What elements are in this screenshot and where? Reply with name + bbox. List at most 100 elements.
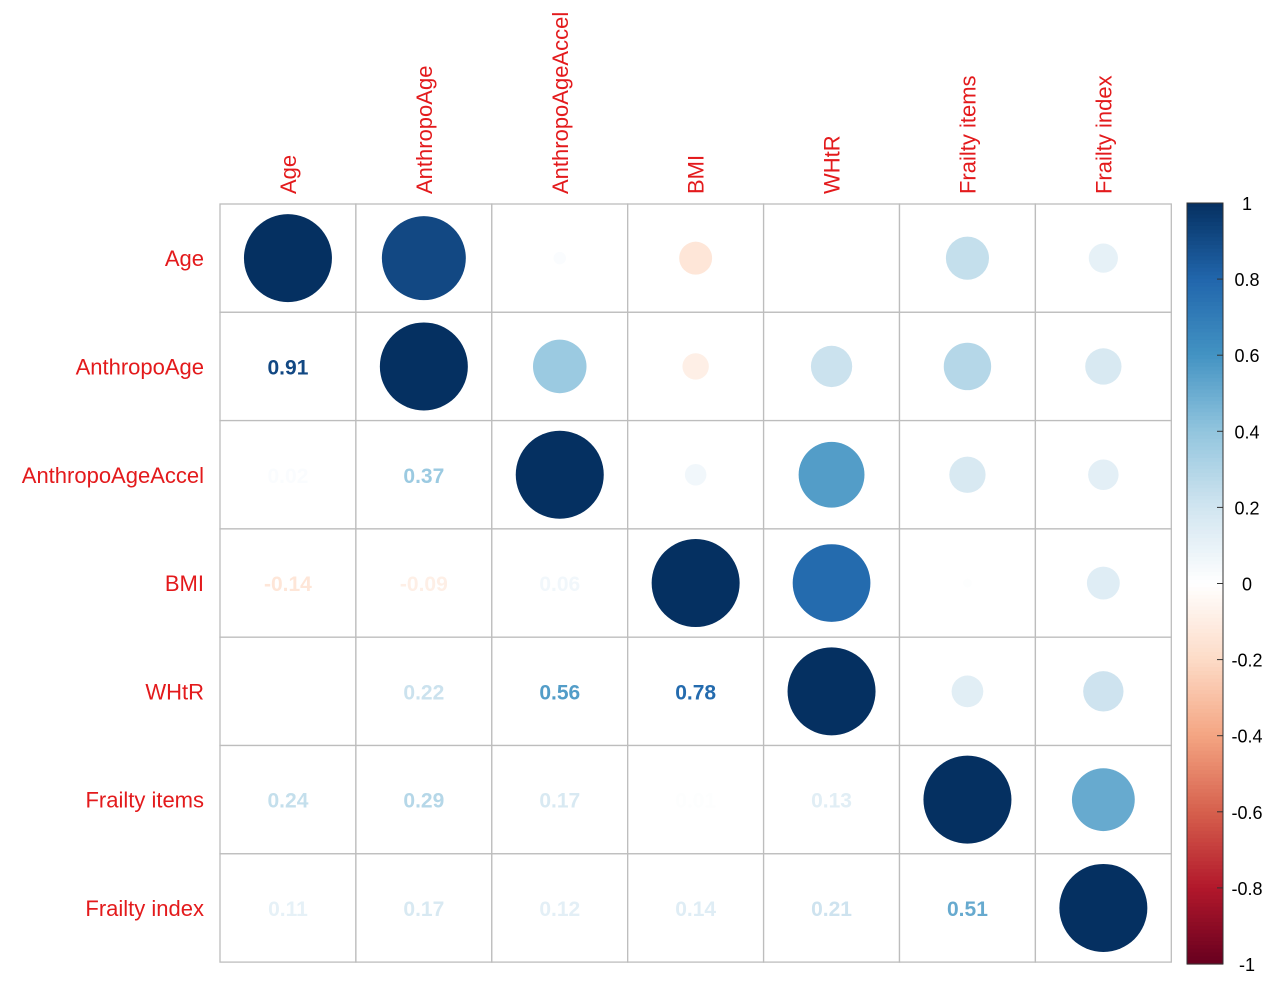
corr-value-4-0: 0.00 [268, 681, 309, 704]
colorbar-segment [1187, 674, 1223, 680]
colorbar-segment [1187, 556, 1223, 562]
colorbar-segment [1187, 438, 1223, 444]
colorbar-segment [1187, 389, 1223, 394]
colorbar-segment [1187, 960, 1223, 965]
grid-cell [627, 636, 765, 747]
colorbar-segment [1187, 294, 1223, 299]
row-label-6: Frailty index [85, 896, 204, 921]
corr-value-6-3: 0.14 [675, 898, 716, 921]
colorbar-segment [1187, 929, 1223, 935]
colorbar-segment [1187, 473, 1223, 478]
grid-cell [355, 528, 493, 638]
plot-area: 0.91 0.02 0.37 -0.14 -0.09 0.06 0.00 0.22 0.56 0.… [22, 12, 1172, 963]
colorbar-segment [1187, 442, 1223, 448]
colorbar-segment [1187, 484, 1223, 489]
colorbar-segment [1187, 838, 1223, 843]
col-label-4: WHtR [820, 135, 845, 194]
grid-cell [491, 744, 629, 855]
colorbar-segment [1187, 351, 1223, 356]
colorbar-segment [1187, 233, 1223, 238]
corr-value-3-0: -0.14 [264, 573, 312, 596]
corr-value-5-0: 0.24 [268, 790, 309, 813]
colorbar-segment [1187, 792, 1223, 798]
corr-circle-5-6 [1071, 768, 1135, 832]
colorbar-segment [1187, 256, 1223, 261]
grid-cell [355, 853, 493, 963]
colorbar-segment [1187, 636, 1223, 642]
colorbar-tick-label-4: 0.2 [1234, 498, 1259, 518]
grid-cell [219, 528, 357, 638]
colorbar-segment [1187, 709, 1223, 714]
corr-value-6-0: 0.11 [268, 898, 308, 921]
col-label-5: Frailty items [955, 75, 980, 194]
colorbar-segment [1187, 575, 1223, 581]
colorbar-segment [1187, 271, 1223, 276]
colorbar-segment [1187, 834, 1223, 840]
colorbar-segment [1187, 503, 1223, 508]
colorbar-segment [1187, 629, 1223, 634]
colorbar-segment [1187, 781, 1223, 786]
colorbar-segment [1187, 408, 1223, 413]
colorbar-segment [1187, 320, 1223, 326]
colorbar-segment [1187, 587, 1223, 592]
colorbar-segment [1187, 872, 1223, 878]
colorbar-segment [1187, 815, 1223, 821]
colorbar-segment [1187, 279, 1223, 284]
colorbar-segment [1187, 495, 1223, 501]
colorbar-segment [1187, 750, 1223, 756]
grid-cell [762, 853, 901, 963]
colorbar-segment [1187, 534, 1223, 539]
corr-value-6-1: 0.17 [403, 898, 444, 921]
grid-cell [355, 636, 493, 747]
colorbar-segment [1187, 423, 1223, 429]
colorbar-segment [1187, 762, 1223, 767]
grid-cell [762, 744, 901, 855]
colorbar-segment [1187, 237, 1223, 242]
colorbar-segment [1187, 952, 1223, 957]
colorbar-segment [1187, 553, 1223, 558]
colorbar-segment [1187, 686, 1223, 691]
corr-value-5-2: 0.17 [539, 790, 580, 813]
corr-value-4-3: 0.78 [675, 681, 716, 704]
colorbar-segment [1187, 640, 1223, 645]
colorbar-segment [1187, 313, 1223, 318]
colorbar-segment [1187, 796, 1223, 801]
colorbar-segment [1187, 511, 1223, 516]
colorbar-segment [1187, 560, 1223, 566]
colorbar-segment [1187, 800, 1223, 805]
corr-circle-0-2 [553, 251, 566, 265]
colorbar-segment [1187, 469, 1223, 474]
colorbar-segment [1187, 728, 1223, 733]
colorbar-segment [1187, 339, 1223, 345]
corr-circle-4-4 [787, 647, 876, 736]
corr-value-3-1: -0.09 [400, 573, 448, 596]
colorbar-segment [1187, 777, 1223, 782]
colorbar-segment [1187, 914, 1223, 919]
corr-value-5-1: 0.29 [403, 790, 444, 813]
corr-value-3-2: 0.06 [539, 573, 580, 596]
colorbar-segment [1187, 328, 1223, 333]
colorbar-segment [1187, 393, 1223, 398]
colorbar-segment [1187, 899, 1223, 904]
colorbar-segment [1187, 366, 1223, 372]
colorbar-segment [1187, 457, 1223, 463]
colorbar-segment [1187, 887, 1223, 893]
corr-value-5-3: 0.01 [675, 790, 716, 813]
colorbar-segment [1187, 731, 1223, 737]
colorbar-segment [1187, 739, 1223, 744]
colorbar-segment [1187, 891, 1223, 897]
colorbar-segment [1187, 903, 1223, 908]
col-label-3: BMI [684, 155, 709, 194]
colorbar-segment [1187, 267, 1223, 273]
grid-cell [219, 419, 357, 530]
grid-cell [491, 528, 629, 638]
colorbar-segment [1187, 678, 1223, 684]
colorbar-segment [1187, 690, 1223, 695]
corr-value-6-4: 0.21 [811, 898, 852, 921]
corr-value-2-0: 0.02 [268, 465, 309, 488]
colorbar-segment [1187, 210, 1223, 216]
colorbar-segment [1187, 290, 1223, 295]
colorbar-segment [1187, 225, 1223, 231]
corr-circle-2-5 [949, 456, 986, 493]
col-label-1: AnthropoAge [412, 66, 437, 194]
